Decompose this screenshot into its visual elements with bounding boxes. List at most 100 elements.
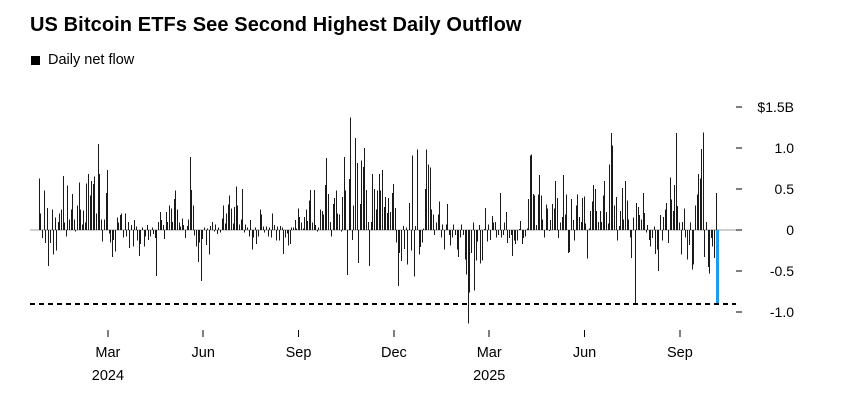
flow-bar (204, 227, 205, 230)
flow-bar (528, 198, 529, 230)
flow-bar (461, 224, 462, 230)
flow-bar (576, 205, 577, 230)
flow-bar (407, 230, 408, 265)
flow-bar (716, 193, 717, 230)
flow-bar (160, 211, 161, 230)
legend-square-marker-icon (31, 55, 40, 65)
flow-bar (617, 230, 618, 241)
flow-bar (479, 225, 480, 230)
flow-bar (649, 230, 650, 240)
flow-bar (67, 185, 68, 230)
flow-bar (385, 197, 386, 230)
flow-bar (328, 193, 329, 230)
flow-bar (457, 230, 458, 250)
flow-bar (323, 214, 324, 230)
flow-bar (687, 230, 688, 260)
flow-bar (77, 205, 78, 230)
flow-bar (53, 230, 54, 255)
flow-bar (242, 189, 243, 230)
flow-bar (684, 208, 685, 230)
flow-bar (145, 230, 146, 237)
flow-bar (287, 230, 288, 234)
flow-bar (128, 221, 129, 230)
flow-bar (409, 202, 410, 230)
flow-bar (625, 180, 626, 230)
flow-bar (315, 225, 316, 230)
flow-bar (112, 230, 113, 258)
flow-bar (277, 226, 278, 230)
flow-bar (220, 230, 221, 233)
flow-bar (239, 224, 240, 230)
flow-bar (183, 225, 184, 230)
flow-bar (403, 225, 404, 230)
flow-bar (326, 157, 327, 230)
flow-bar (217, 230, 218, 235)
flow-bar (117, 217, 118, 230)
flow-bar (258, 230, 259, 237)
flow-bar (266, 226, 267, 230)
flow-bar (272, 213, 273, 230)
flow-bar (703, 132, 704, 230)
flow-bar (110, 230, 111, 243)
flow-bar (376, 209, 377, 230)
flow-bar (544, 230, 545, 238)
flow-bar (476, 230, 477, 261)
flow-bar (296, 228, 297, 230)
flow-bar (233, 223, 234, 230)
flow-bar (657, 230, 658, 250)
flow-bar (449, 230, 450, 235)
flow-bar (71, 209, 72, 230)
flow-bar (206, 230, 207, 245)
flow-bar (698, 174, 699, 230)
flow-bar (581, 221, 582, 230)
x-axis-label: Sep (285, 345, 312, 361)
flow-bar (587, 230, 588, 259)
flow-bar (80, 209, 81, 230)
flow-bar (614, 205, 615, 230)
flow-bar (299, 216, 300, 230)
legend-label: Daily net flow (48, 52, 135, 68)
flow-bar (650, 230, 651, 247)
flow-bar (598, 221, 599, 230)
flow-bar (353, 205, 354, 230)
flow-bar (134, 220, 135, 230)
flow-bar (465, 230, 466, 260)
flow-bar (156, 230, 157, 276)
flow-bar (474, 230, 475, 291)
x-axis-year-label: 2025 (473, 368, 506, 384)
flow-bar (519, 229, 520, 230)
x-axis-label: Mar (476, 345, 502, 361)
flow-bar (88, 174, 89, 230)
flow-bar (654, 226, 655, 230)
flow-bar (148, 230, 149, 240)
flow-bar (506, 211, 507, 230)
flow-bar (214, 230, 215, 232)
flow-bar (293, 227, 294, 230)
y-axis-label: -0.5 (769, 263, 794, 279)
flow-bar (525, 230, 526, 237)
flow-bar (566, 194, 567, 230)
flow-bar (442, 224, 443, 230)
x-axis-label: Dec (380, 345, 407, 361)
flow-bar (431, 209, 432, 230)
flow-bar (140, 230, 141, 244)
flow-bar (676, 133, 677, 230)
flow-bar (174, 198, 175, 230)
flow-bar (627, 200, 628, 230)
highlight-bar (716, 230, 719, 304)
flow-bar (85, 222, 86, 230)
flow-bar (444, 230, 445, 250)
flow-bar (668, 230, 669, 244)
flow-bar (99, 174, 100, 230)
flow-bar (460, 230, 461, 238)
flow-bar (455, 230, 456, 235)
flow-bar (573, 220, 574, 230)
flow-bar (325, 184, 326, 230)
flow-bar (201, 230, 202, 281)
flow-bar (52, 209, 53, 230)
flow-bar (379, 174, 380, 230)
flow-bar (601, 221, 602, 230)
flow-bar (39, 178, 40, 230)
flow-bar (635, 230, 636, 304)
flow-bar (264, 230, 265, 233)
